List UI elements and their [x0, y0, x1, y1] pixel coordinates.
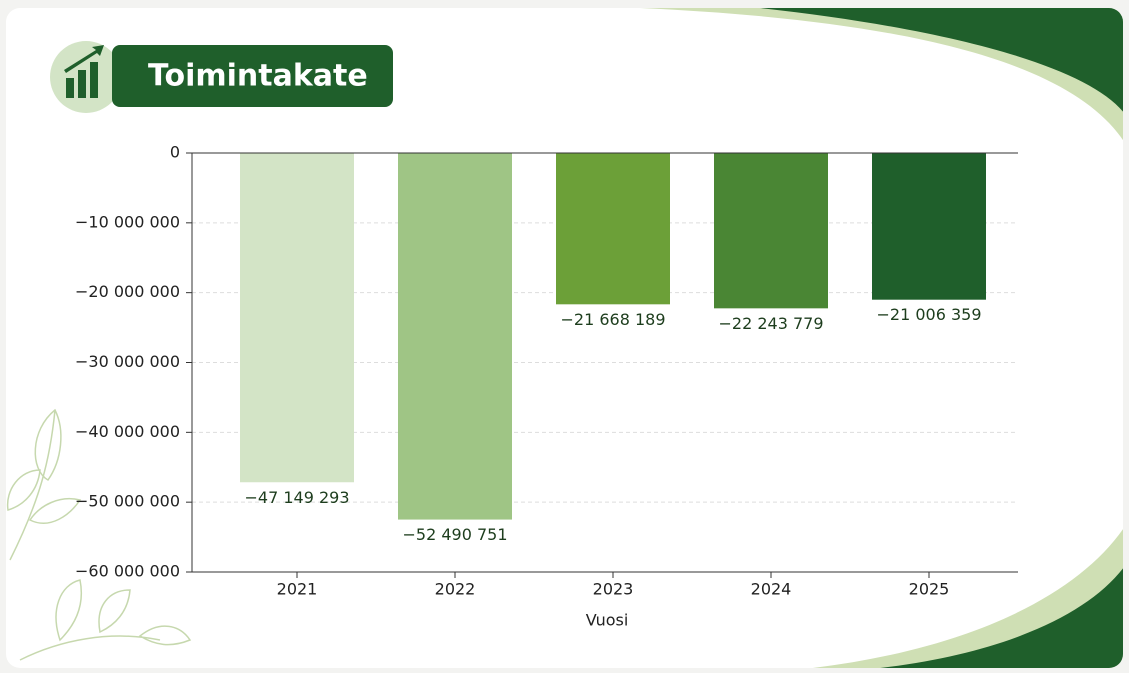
x-tick-label: 2024	[751, 580, 792, 599]
x-tick-label: 2025	[909, 580, 950, 599]
x-axis-label: Vuosi	[586, 611, 629, 630]
title-badge	[112, 45, 393, 107]
y-tick-label: −40 000 000	[75, 422, 180, 441]
y-tick-label: −20 000 000	[75, 282, 180, 301]
value-label: −22 243 779	[718, 314, 823, 333]
x-tick-label: 2021	[277, 580, 318, 599]
x-tick-label: 2022	[435, 580, 476, 599]
bar	[872, 153, 986, 300]
y-tick-label: −30 000 000	[75, 352, 180, 371]
bar	[240, 153, 354, 483]
title-icon-bars	[64, 45, 104, 98]
chart-title: Toimintakate	[148, 59, 368, 94]
y-tick-label: −10 000 000	[75, 212, 180, 231]
y-tick-label: −50 000 000	[75, 492, 180, 511]
bar	[398, 153, 512, 520]
x-tick-label: 2023	[593, 580, 634, 599]
y-tick-label: −60 000 000	[75, 562, 180, 581]
value-label: −21 006 359	[876, 305, 981, 324]
value-label: −52 490 751	[402, 525, 507, 544]
bar	[714, 153, 828, 309]
bar	[556, 153, 670, 305]
y-tick-label: 0	[170, 143, 180, 162]
value-label: −21 668 189	[560, 310, 665, 329]
value-label: −47 149 293	[244, 488, 349, 507]
